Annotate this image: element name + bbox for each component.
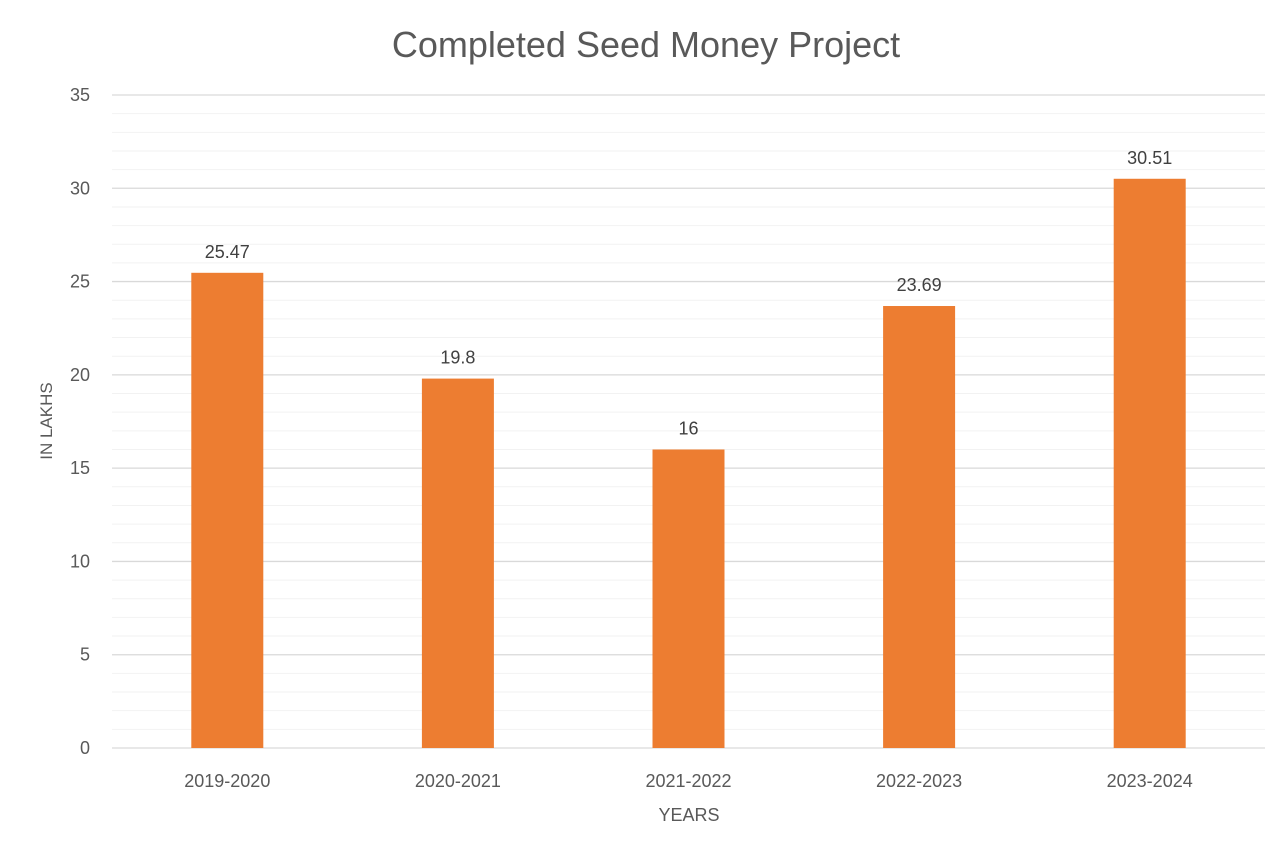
data-label: 30.51: [1127, 148, 1172, 168]
y-tick-label: 10: [70, 551, 90, 571]
data-labels: 25.47 19.8 16 23.69 30.51: [205, 148, 1172, 439]
data-label: 16: [678, 418, 698, 438]
y-tick-label: 25: [70, 272, 90, 292]
y-axis-ticks: 0 5 10 15 20 25 30 35: [70, 85, 90, 758]
chart-title: Completed Seed Money Project: [392, 24, 900, 65]
data-label: 19.8: [440, 348, 475, 368]
x-tick-label: 2020-2021: [415, 771, 501, 791]
bar-2022-2023: [883, 306, 956, 748]
bar-2019-2020: [191, 272, 264, 748]
data-label: 23.69: [897, 275, 942, 295]
bar-2020-2021: [421, 378, 494, 748]
data-label: 25.47: [205, 242, 250, 262]
bar-2021-2022: [652, 449, 725, 748]
x-axis-ticks: 2019-2020 2020-2021 2021-2022 2022-2023 2023…: [184, 771, 1192, 791]
x-tick-label: 2019-2020: [184, 771, 270, 791]
x-axis-title: YEARS: [658, 805, 719, 825]
y-tick-label: 35: [70, 85, 90, 105]
bars: [191, 178, 1186, 748]
x-tick-label: 2021-2022: [645, 771, 731, 791]
x-tick-label: 2023-2024: [1107, 771, 1193, 791]
y-tick-label: 20: [70, 365, 90, 385]
y-axis-title: IN LAKHS: [37, 382, 56, 459]
y-tick-label: 15: [70, 458, 90, 478]
y-tick-label: 5: [80, 645, 90, 665]
y-tick-label: 0: [80, 738, 90, 758]
x-tick-label: 2022-2023: [876, 771, 962, 791]
y-tick-label: 30: [70, 178, 90, 198]
bar-2023-2024: [1113, 178, 1186, 748]
